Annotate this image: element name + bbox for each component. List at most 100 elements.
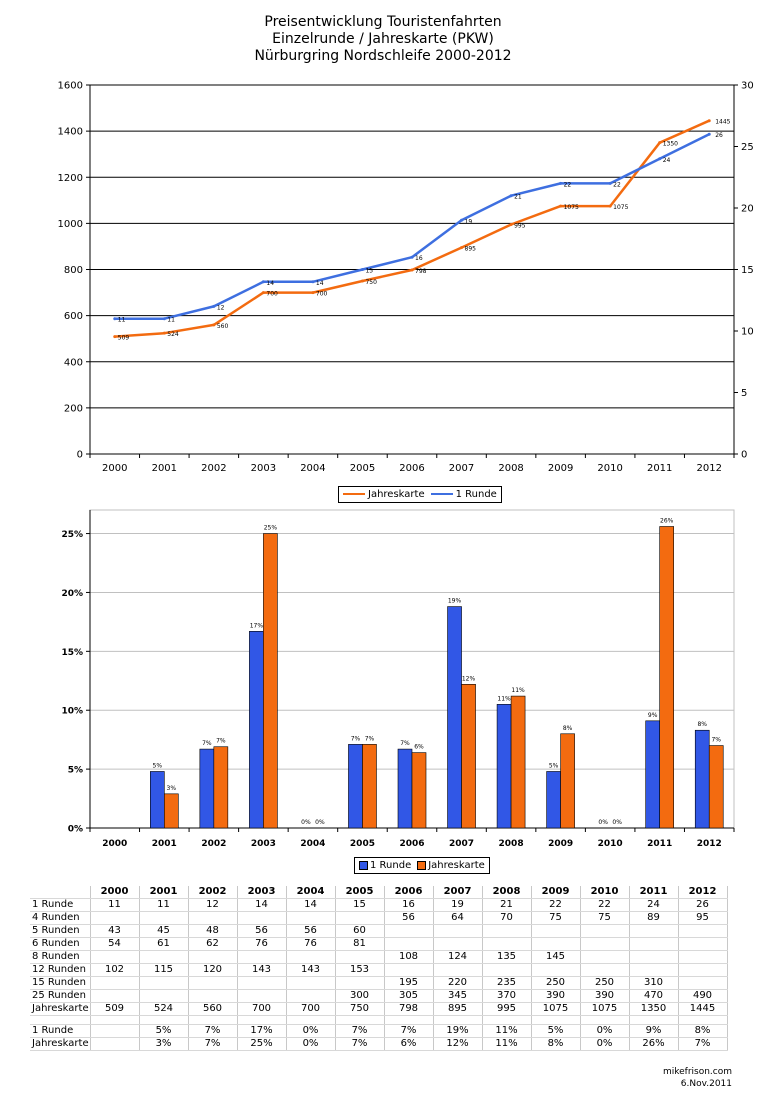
table-cell: [482, 924, 532, 938]
row-label: 12 Runden: [30, 963, 91, 977]
table-cell: 250: [580, 976, 630, 990]
data-label-jahreskarte-2001: 524: [167, 331, 179, 338]
bar-1-runde-2002: [199, 748, 215, 829]
price-data-table: 2000 2001 2002 2003 2004 2005 2006 2007 2008 2009…: [30, 886, 728, 1051]
table-cell: [237, 1015, 287, 1025]
table-cell: [188, 989, 238, 1003]
table-cell: 61: [139, 937, 189, 951]
table-cell: 7%: [384, 1024, 434, 1038]
bar-x-tick-label-2000: 2000: [102, 839, 127, 849]
table-cell: 135: [482, 950, 532, 964]
title-line-3: Nürburgring Nordschleife 2000-2012: [254, 48, 512, 64]
table-cell: 102: [90, 963, 140, 977]
bar-label-jahreskarte-2012: 7%: [711, 737, 721, 744]
bar-1-runde-2005: [348, 744, 363, 829]
x-tick-label-2002: 2002: [201, 463, 226, 474]
bar-x-tick-label-2005: 2005: [350, 839, 375, 849]
tick-label-bar-15: 15%: [61, 648, 83, 658]
table-cell: 75: [531, 911, 581, 925]
data-label-jahreskarte-2007: 895: [465, 246, 477, 253]
table-cell: 2010: [580, 886, 630, 899]
point-1-runde-2004: [311, 280, 315, 284]
table-cell: 56: [286, 924, 336, 938]
point-1-runde-2010: [608, 181, 612, 185]
table-cell: 8%: [531, 1037, 581, 1051]
x-tick-label-2006: 2006: [399, 463, 424, 474]
bar-label-jahreskarte-2002: 7%: [216, 738, 226, 745]
table-cell: 19%: [433, 1024, 483, 1038]
table-cell: 7%: [335, 1024, 385, 1038]
data-label-jahreskarte-2011: 1350: [663, 141, 678, 148]
row-label: [30, 886, 91, 899]
bar-x-tick-label-2010: 2010: [598, 839, 623, 849]
data-label-jahreskarte-2004: 700: [316, 291, 328, 298]
table-cell: [678, 937, 728, 951]
bar-1-runde-2006: [397, 748, 413, 829]
table-cell: 11%: [482, 1037, 532, 1051]
table-cell: 2011: [629, 886, 679, 899]
charts-canvas: 0 200 400 600 800 1000 1200 1400 1600 0 5 10 15 20 25 3…: [58, 81, 754, 850]
bar-jahreskarte-2012: [708, 745, 724, 829]
legend-label-1-runde: 1 Runde: [455, 489, 497, 500]
table-cell: 0%: [580, 1037, 630, 1051]
table-cell: [678, 924, 728, 938]
table-cell: [139, 1015, 189, 1025]
point-1-runde-2011: [658, 157, 662, 161]
table-cell: 21: [482, 898, 532, 912]
table-cell: [286, 1015, 336, 1025]
table-cell: 11: [90, 898, 140, 912]
bar-jahreskarte-2001: [164, 793, 179, 829]
table-row: 15 Runden 195 220 235 250 250 310: [30, 976, 728, 990]
bar-label-1-runde-2002: 7%: [202, 740, 212, 747]
table-header-row: 2000 2001 2002 2003 2004 2005 2006 2007 2008 2009…: [30, 886, 728, 899]
table-cell: 2000: [90, 886, 140, 899]
table-cell: [629, 963, 679, 977]
bar-label-1-runde-2001: 5%: [153, 762, 163, 769]
legend-item-jahreskarte: Jahreskarte: [343, 487, 425, 502]
tick-label-right-25: 25: [741, 142, 754, 153]
bar-label-jahreskarte-2010: 0%: [612, 819, 622, 826]
table-cell: 750: [335, 1002, 385, 1016]
table-cell: 70: [482, 911, 532, 925]
table-cell: [286, 989, 336, 1003]
point-jahreskarte-2011: [658, 141, 662, 145]
table-cell: 16: [384, 898, 434, 912]
x-tick-label-2004: 2004: [300, 463, 325, 474]
x-tick-label-2005: 2005: [350, 463, 375, 474]
bar-label-1-runde-2011: 9%: [648, 712, 658, 719]
table-cell: 370: [482, 989, 532, 1003]
table-cell: [90, 976, 140, 990]
table-cell: 3%: [139, 1037, 189, 1051]
table-cell: 700: [237, 1002, 287, 1016]
table-cell: [531, 1015, 581, 1025]
table-cell: 490: [678, 989, 728, 1003]
table-cell: [286, 976, 336, 990]
tick-label-left-1600: 1600: [58, 81, 83, 92]
table-cell: 19: [433, 898, 483, 912]
point-1-runde-2006: [410, 255, 414, 259]
table-cell: [678, 963, 728, 977]
bar-x-tick-label-2007: 2007: [449, 839, 474, 849]
tick-label-right-15: 15: [741, 265, 754, 276]
table-cell: 250: [531, 976, 581, 990]
table-cell: [139, 911, 189, 925]
tick-label-left-1000: 1000: [58, 219, 83, 230]
table-cell: [629, 1015, 679, 1025]
table-cell: [482, 937, 532, 951]
bar-1-runde-2009: [546, 771, 561, 829]
table-cell: 64: [433, 911, 483, 925]
point-1-runde-2001: [162, 317, 166, 321]
title-line-1: Preisentwicklung Touristenfahrten: [264, 14, 502, 30]
data-label-jahreskarte-2009: 1075: [564, 204, 579, 211]
table-cell: 143: [237, 963, 287, 977]
table-cell: [237, 989, 287, 1003]
table-cell: 2009: [531, 886, 581, 899]
legend-item-jahreskarte: Jahreskarte: [417, 858, 485, 873]
table-cell: 11: [139, 898, 189, 912]
bar-label-1-runde-2008: 11%: [497, 695, 511, 702]
legend-swatch-jahreskarte: [343, 493, 365, 495]
tick-label-bar-5: 5%: [68, 766, 83, 776]
tick-label-bar-0: 0%: [68, 825, 83, 835]
table-cell: 1075: [580, 1002, 630, 1016]
tick-label-right-0: 0: [741, 450, 747, 461]
